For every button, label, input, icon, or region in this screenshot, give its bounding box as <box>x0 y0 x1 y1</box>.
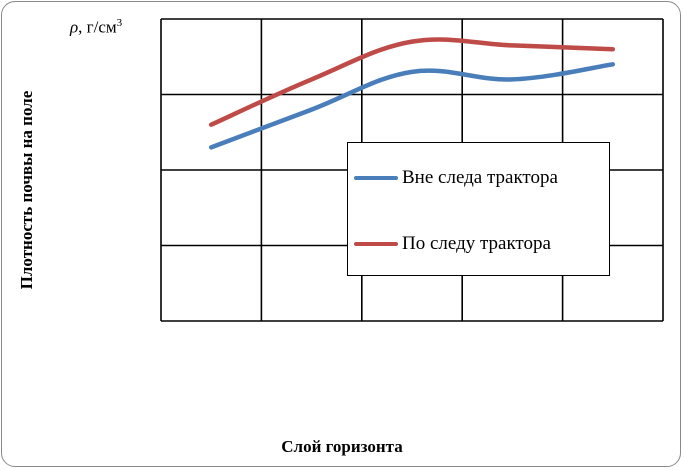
y-axis-unit: ρ, г/см3 <box>70 17 122 38</box>
legend-swatch-series-2 <box>354 242 398 246</box>
legend-label-series-2: По следу трактора <box>402 233 551 254</box>
legend-swatch-series-1 <box>354 176 398 180</box>
series-line-2 <box>208 37 616 127</box>
y-unit-exponent: 3 <box>116 17 123 29</box>
legend-item-series-1: Вне следа трактора <box>354 165 558 191</box>
series-line-1 <box>208 62 616 150</box>
chart-series-lines <box>208 37 616 150</box>
chart-legend: Вне следа трактора По следу трактора <box>347 142 610 276</box>
y-axis-label: Плотность почвы на поле <box>17 90 36 290</box>
y-unit-text: , г/см <box>78 17 117 37</box>
legend-item-series-2: По следу трактора <box>354 231 551 257</box>
x-axis-label: Слой горизонта <box>281 437 403 456</box>
legend-label-series-1: Вне следа трактора <box>402 167 558 188</box>
y-unit-symbol: ρ <box>70 17 79 37</box>
